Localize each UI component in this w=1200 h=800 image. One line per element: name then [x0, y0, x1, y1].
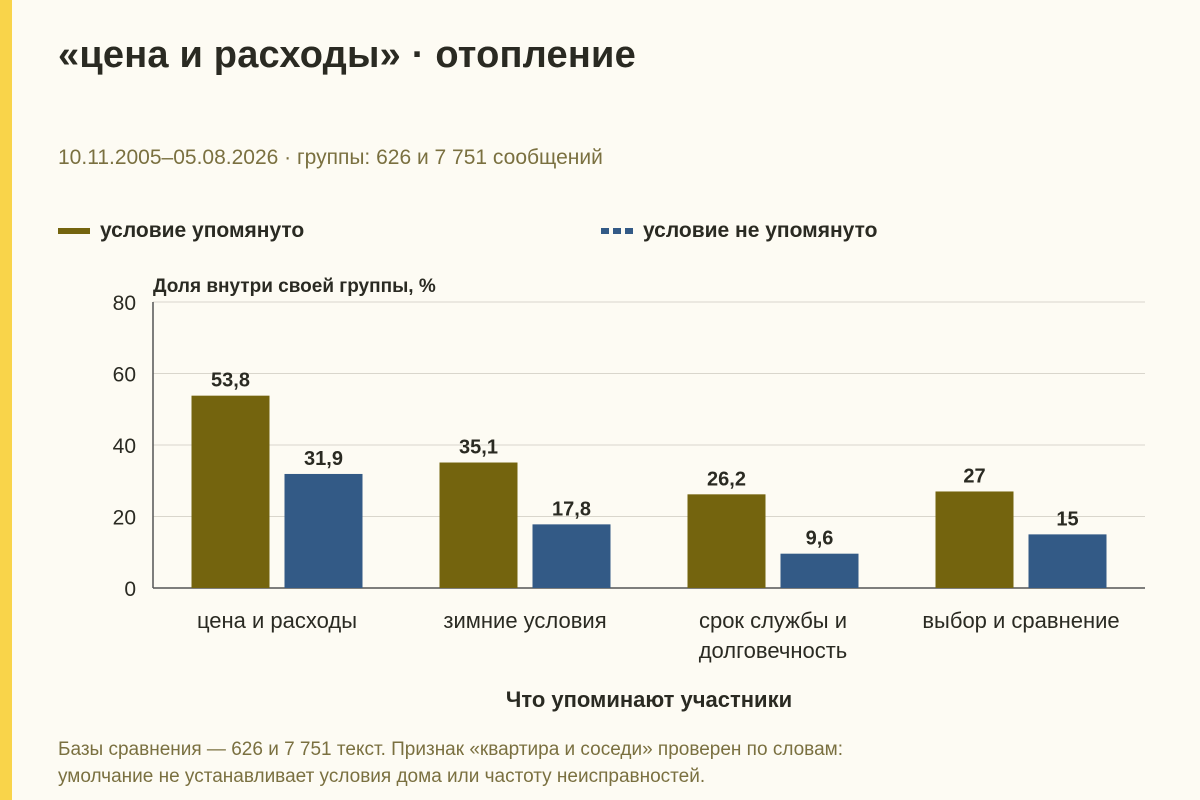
page-subtitle: 10.11.2005–05.08.2026 · группы: 626 и 7 …	[58, 146, 603, 169]
y-tick-label: 40	[113, 435, 136, 458]
chart-legend: условие упомянуто условие не упомянуто	[0, 219, 1200, 249]
x-tick-label: выбор и сравнение	[922, 608, 1119, 633]
bar-not-mentioned	[1028, 534, 1107, 588]
legend-item-mentioned: условие упомянуто	[58, 219, 304, 243]
data-label: 26,2	[707, 468, 746, 490]
x-tick-label: срок службы и	[699, 608, 847, 633]
bar-not-mentioned	[284, 473, 363, 588]
x-axis-label: Что упоминают участники	[506, 687, 792, 712]
x-tick-label: зимние условия	[443, 608, 606, 633]
bar-mentioned	[439, 462, 518, 588]
data-label: 17,8	[552, 498, 591, 520]
page-title: «цена и расходы» · отопление	[58, 34, 636, 76]
x-tick-label: долговечность	[699, 638, 848, 663]
data-label: 35,1	[459, 437, 498, 459]
bar-mentioned	[935, 491, 1014, 588]
data-label: 53,8	[211, 370, 250, 392]
footnote-line-2: умолчание не устанавливает условия дома …	[58, 766, 706, 787]
legend-swatch-not-mentioned	[601, 228, 633, 234]
y-tick-label: 60	[113, 364, 136, 387]
legend-label-not-mentioned: условие не упомянуто	[643, 219, 878, 242]
bar-mentioned	[191, 395, 270, 588]
x-tick-label: цена и расходы	[197, 608, 357, 633]
y-axis-label: Доля внутри своей группы, %	[153, 276, 436, 297]
accent-bar	[0, 0, 12, 800]
y-tick-label: 20	[113, 507, 136, 530]
bar-not-mentioned	[780, 553, 859, 588]
bar-mentioned	[687, 494, 766, 588]
y-tick-label: 0	[124, 578, 136, 601]
data-label: 9,6	[806, 528, 834, 550]
legend-item-not-mentioned: условие не упомянуто	[601, 219, 877, 243]
bar-not-mentioned	[532, 524, 611, 588]
footnote: Базы сравнения — 626 и 7 751 текст. Приз…	[58, 736, 1158, 790]
footnote-line-1: Базы сравнения — 626 и 7 751 текст. Приз…	[58, 739, 843, 760]
data-label: 15	[1056, 508, 1078, 530]
legend-label-mentioned: условие упомянуто	[100, 219, 305, 242]
data-label: 31,9	[304, 448, 343, 470]
data-label: 27	[963, 465, 985, 487]
legend-swatch-mentioned	[58, 228, 90, 234]
y-tick-label: 80	[113, 292, 136, 315]
